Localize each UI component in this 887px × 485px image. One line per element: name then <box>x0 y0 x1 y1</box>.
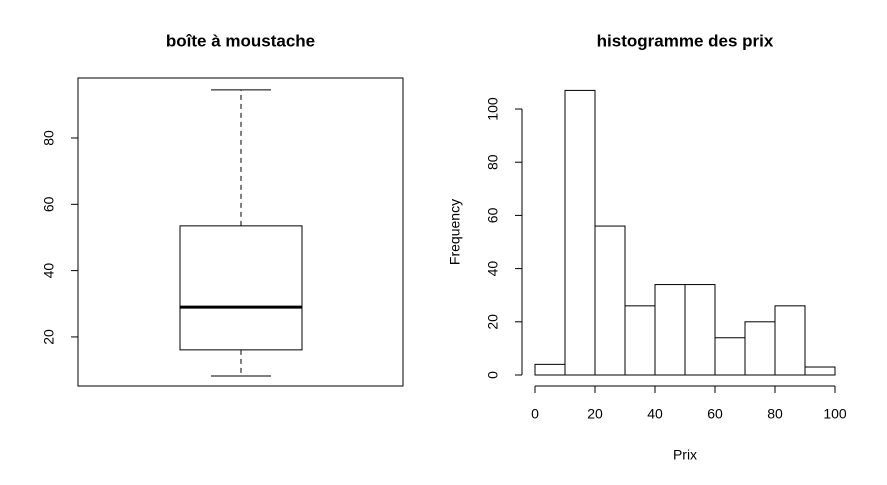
y-tick-label: 60 <box>41 196 57 212</box>
x-tick-label: 40 <box>647 406 663 422</box>
y-tick-label: 40 <box>41 263 57 279</box>
y-tick-label: 20 <box>41 329 57 345</box>
y-tick-label: 40 <box>485 261 501 277</box>
y-tick-label: 80 <box>485 154 501 170</box>
x-tick-label: 60 <box>707 406 723 422</box>
y-tick-label: 20 <box>485 314 501 330</box>
y-tick-label: 60 <box>485 207 501 223</box>
bar <box>744 321 776 376</box>
bar <box>654 284 686 376</box>
bar <box>534 363 566 376</box>
bar <box>684 284 716 376</box>
x-tick-label: 100 <box>823 406 847 422</box>
x-tick-label: 0 <box>531 406 539 422</box>
box <box>179 225 303 351</box>
chart-title: histogramme des prix <box>597 31 774 50</box>
y-tick-label: 80 <box>41 130 57 146</box>
bar <box>594 225 626 376</box>
x-tick-label: 20 <box>587 406 603 422</box>
bar <box>564 89 596 376</box>
y-tick-label: 100 <box>485 97 501 121</box>
bar <box>804 366 836 376</box>
x-tick-label: 80 <box>767 406 783 422</box>
x-axis-label: Prix <box>673 447 697 463</box>
plot-frame <box>77 77 404 387</box>
bar <box>774 305 806 376</box>
bar <box>624 305 656 376</box>
chart-title: boîte à moustache <box>166 31 315 50</box>
y-tick-label: 0 <box>485 371 501 379</box>
y-axis-label: Frequency <box>447 199 463 265</box>
bar <box>714 337 746 376</box>
